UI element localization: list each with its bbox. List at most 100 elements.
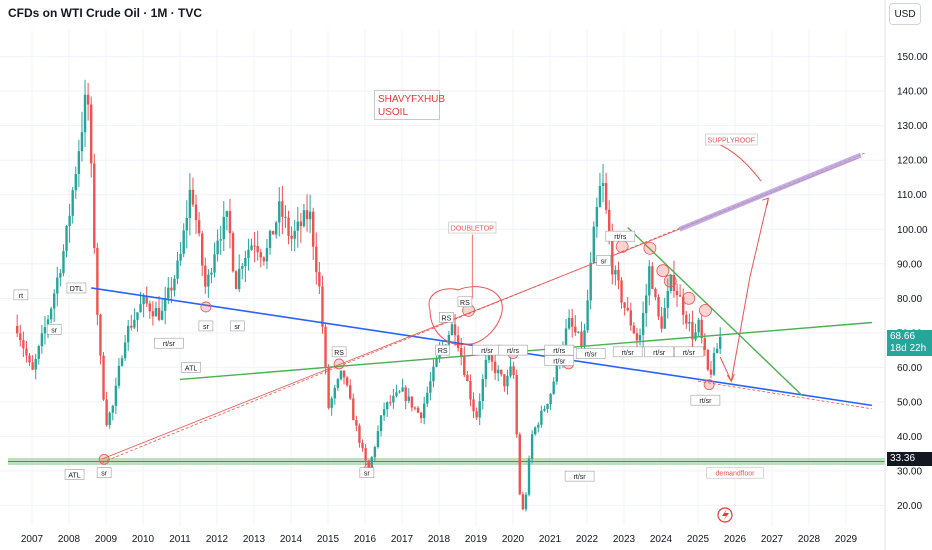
time-tick-label: 2009 — [95, 534, 118, 545]
candle — [648, 266, 651, 296]
candle — [404, 387, 407, 401]
candle — [123, 342, 127, 359]
candle — [65, 225, 68, 252]
candle — [271, 230, 275, 235]
candle — [487, 353, 491, 360]
annotation-label: ATL — [185, 365, 197, 372]
trendline — [697, 380, 872, 410]
candle — [164, 298, 167, 311]
candle — [90, 104, 93, 164]
candle — [608, 209, 611, 238]
candle — [564, 328, 568, 349]
candle — [503, 374, 506, 387]
candle — [293, 230, 296, 239]
pivot-circle — [98, 453, 110, 465]
candle — [93, 163, 96, 249]
candle — [111, 405, 114, 413]
annotation-label: rt/sr — [585, 352, 598, 359]
candle — [339, 370, 343, 380]
candle — [534, 427, 537, 435]
price-tick-label: 110.00 — [897, 190, 927, 201]
candle — [210, 272, 213, 275]
candle — [395, 392, 398, 396]
candle — [265, 247, 269, 262]
last-price: 68.66 — [890, 331, 916, 342]
candle — [367, 460, 370, 471]
candle — [228, 211, 232, 234]
annotation-box — [706, 466, 764, 479]
price-tick-label: 80.00 — [897, 294, 922, 305]
candle — [660, 316, 663, 329]
candle — [410, 396, 414, 408]
candle — [663, 307, 666, 329]
candle — [530, 434, 534, 459]
candle — [401, 387, 404, 392]
candle — [160, 310, 164, 320]
candle — [589, 262, 592, 301]
time-tick-label: 2016 — [354, 534, 377, 545]
candle — [284, 216, 287, 218]
double-top-outline — [428, 286, 503, 346]
bar-countdown: 18d 22h — [890, 343, 927, 354]
annotation-box — [331, 346, 347, 358]
time-tick-label: 2023 — [613, 534, 636, 545]
candle — [56, 277, 59, 294]
candle — [629, 310, 632, 326]
candle — [333, 387, 336, 399]
lightning-icon[interactable] — [717, 507, 733, 523]
candle — [96, 248, 99, 315]
candle — [188, 189, 192, 218]
candle — [213, 254, 216, 273]
candle — [358, 425, 361, 443]
annotation-box — [181, 362, 201, 373]
candle — [250, 245, 253, 250]
candle — [99, 314, 102, 356]
time-tick-label: 2012 — [206, 534, 229, 545]
candle — [173, 278, 176, 291]
candle — [194, 204, 198, 221]
time-axis: 2007 2008 2009 2010 2011 2012 2013 2014 2015 2016… — [21, 534, 858, 545]
last-price-tag: 68.66 18d 22h — [887, 330, 932, 356]
candle — [247, 249, 250, 259]
candle — [521, 494, 525, 510]
candle — [540, 410, 543, 425]
currency-button[interactable]: USD — [889, 3, 921, 25]
candle — [256, 245, 259, 253]
candle — [641, 313, 645, 336]
candle — [105, 399, 108, 426]
candle — [413, 407, 417, 409]
candle — [543, 408, 546, 411]
candle — [376, 431, 380, 448]
candle — [703, 338, 706, 350]
price-tick-label: 150.00 — [897, 52, 928, 63]
candle — [77, 151, 81, 174]
candle — [697, 319, 700, 333]
time-tick-label: 2029 — [835, 534, 858, 545]
candle — [623, 302, 626, 308]
arrow-head — [726, 373, 735, 383]
candle — [327, 367, 330, 408]
candle — [342, 370, 346, 378]
candle — [472, 399, 475, 412]
candle — [626, 307, 629, 311]
candle — [601, 183, 605, 186]
annotation-box — [435, 344, 451, 356]
candle — [176, 260, 179, 279]
candle — [567, 317, 571, 329]
annotation-box — [704, 133, 758, 146]
annotation-box — [612, 346, 643, 358]
annotation-box — [596, 255, 611, 266]
candle — [706, 349, 710, 370]
candle — [231, 233, 235, 272]
candle — [49, 308, 53, 320]
price-tick-label: 50.00 — [897, 397, 922, 408]
candle — [16, 325, 19, 334]
pivot-circle — [663, 274, 677, 288]
candle — [117, 365, 121, 386]
candle — [657, 297, 660, 317]
candle — [493, 361, 497, 374]
annotation-label: ATL — [68, 472, 80, 479]
annotation-box — [544, 355, 575, 366]
annotation-label: SUPPLYROOF — [708, 137, 755, 144]
